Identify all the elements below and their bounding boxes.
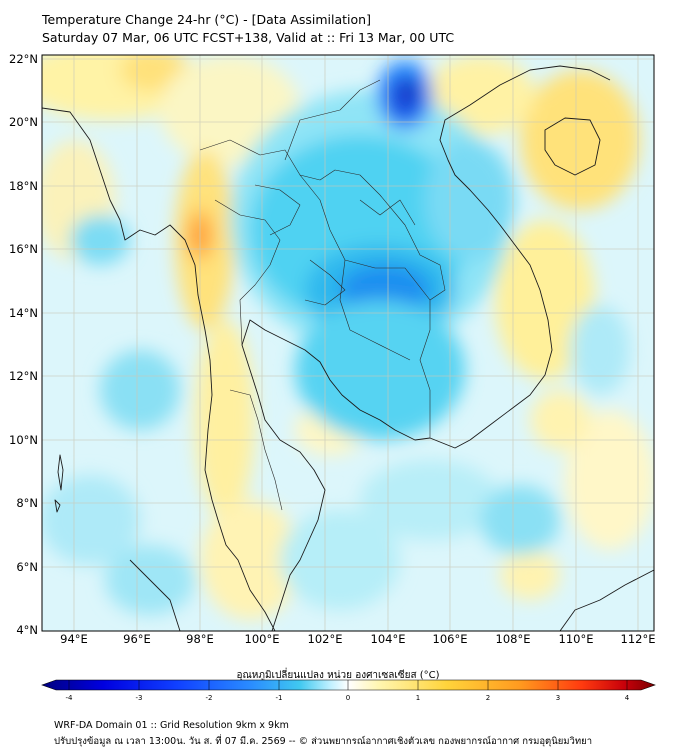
lon-label-98e: 98°E <box>186 632 214 646</box>
colorbar <box>41 679 656 691</box>
graticule <box>42 55 654 631</box>
colorbar-tick: -2 <box>205 694 213 702</box>
lat-label-20n: 20°N <box>9 115 38 129</box>
map-frame <box>41 54 655 632</box>
lat-label-16n: 16°N <box>9 242 38 256</box>
colorbar-tick: -3 <box>135 694 143 702</box>
lat-label-6n: 6°N <box>16 560 38 574</box>
lon-label-108e: 108°E <box>495 632 531 646</box>
colorbar-tick: 3 <box>555 694 561 702</box>
lat-label-4n: 4°N <box>16 623 38 637</box>
colorbar-tick: 2 <box>485 694 491 702</box>
lat-label-14n: 14°N <box>9 306 38 320</box>
lon-label-102e: 102°E <box>307 632 343 646</box>
lat-label-10n: 10°N <box>9 433 38 447</box>
lon-label-112e: 112°E <box>620 632 656 646</box>
lon-label-100e: 100°E <box>244 632 280 646</box>
lat-label-22n: 22°N <box>9 52 38 66</box>
colorbar-tick: 4 <box>624 694 630 702</box>
lon-label-104e: 104°E <box>370 632 406 646</box>
lat-label-18n: 18°N <box>9 179 38 193</box>
lon-label-94e: 94°E <box>60 632 88 646</box>
colorbar-tick: 1 <box>415 694 421 702</box>
footer-model-info: WRF-DA Domain 01 :: Grid Resolution 9km … <box>54 720 289 731</box>
colorbar-tick: -1 <box>275 694 283 702</box>
field-layer <box>42 55 654 631</box>
borders <box>199 79 446 511</box>
map-title: Temperature Change 24-hr (°C) - [Data As… <box>42 12 371 27</box>
lon-label-96e: 96°E <box>123 632 151 646</box>
lon-label-106e: 106°E <box>432 632 468 646</box>
colorbar-tick: -4 <box>65 694 73 702</box>
lon-label-110e: 110°E <box>558 632 594 646</box>
colorbar-title: อุณหภูมิเปลี่ยนแปลง หน่วย องศาเซลเซียส (… <box>236 670 440 681</box>
lat-label-12n: 12°N <box>9 369 38 383</box>
map-subtitle: Saturday 07 Mar, 06 UTC FCST+138, Valid … <box>42 30 455 45</box>
footer-credit: ปรับปรุงข้อมูล ณ เวลา 13:00น. วัน ส. ที่… <box>54 736 593 747</box>
lat-label-8n: 8°N <box>16 496 38 510</box>
colorbar-tick: 0 <box>345 694 351 702</box>
temperature-field <box>42 55 654 620</box>
